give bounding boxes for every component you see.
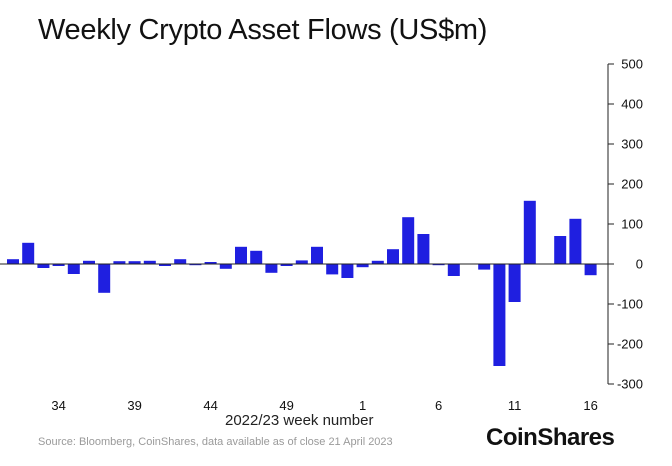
y-tick-label: 100 [621,217,643,232]
bar-week-15 [220,264,232,269]
bar-week-2 [22,243,34,264]
x-tick-label: 44 [203,398,217,410]
y-tick-label: 0 [636,257,643,272]
x-axis-label: 2022/23 week number [225,412,373,429]
bar-week-12 [174,259,186,264]
bar-week-18 [265,264,277,273]
bar-week-23 [341,264,353,278]
bars-group [7,201,597,366]
bar-week-39 [585,264,597,275]
y-tick-label: -200 [617,337,643,352]
bar-week-1 [7,259,19,264]
bar-week-35 [524,201,536,264]
x-axis: 34 39 44 49 1 6 11 16 [51,398,597,410]
y-tick-label: 300 [621,137,643,152]
x-tick-label: 6 [435,398,442,410]
bar-week-21 [311,247,323,264]
y-tick-label: 500 [621,57,643,72]
bar-week-16 [235,247,247,264]
x-tick-label: 16 [583,398,597,410]
bar-week-38 [569,219,581,264]
bar-week-30 [448,264,460,276]
bar-week-28 [417,234,429,264]
bar-week-37 [554,236,566,264]
bar-week-34 [509,264,521,302]
y-tick-label: -100 [617,297,643,312]
y-tick-label: -300 [617,377,643,392]
x-tick-label: 34 [51,398,65,410]
bar-week-17 [250,251,262,264]
bar-week-32 [478,264,490,270]
bar-week-22 [326,264,338,274]
bar-week-3 [37,264,49,268]
bar-week-26 [387,249,399,264]
y-tick-label: 400 [621,97,643,112]
y-axis: 500 400 300 200 100 0 -100 -200 -300 [608,57,643,392]
coinshares-logo: CoinShares [486,424,614,452]
bar-week-27 [402,217,414,264]
x-tick-label: 11 [508,398,522,410]
bar-week-20 [296,260,308,264]
source-note: Source: Bloomberg, CoinShares, data avai… [38,436,393,448]
x-tick-label: 39 [127,398,141,410]
x-tick-label: 1 [359,398,366,410]
x-tick-label: 49 [279,398,293,410]
bar-week-5 [68,264,80,274]
bar-week-33 [493,264,505,366]
bar-week-7 [98,264,110,293]
y-tick-label: 200 [621,177,643,192]
